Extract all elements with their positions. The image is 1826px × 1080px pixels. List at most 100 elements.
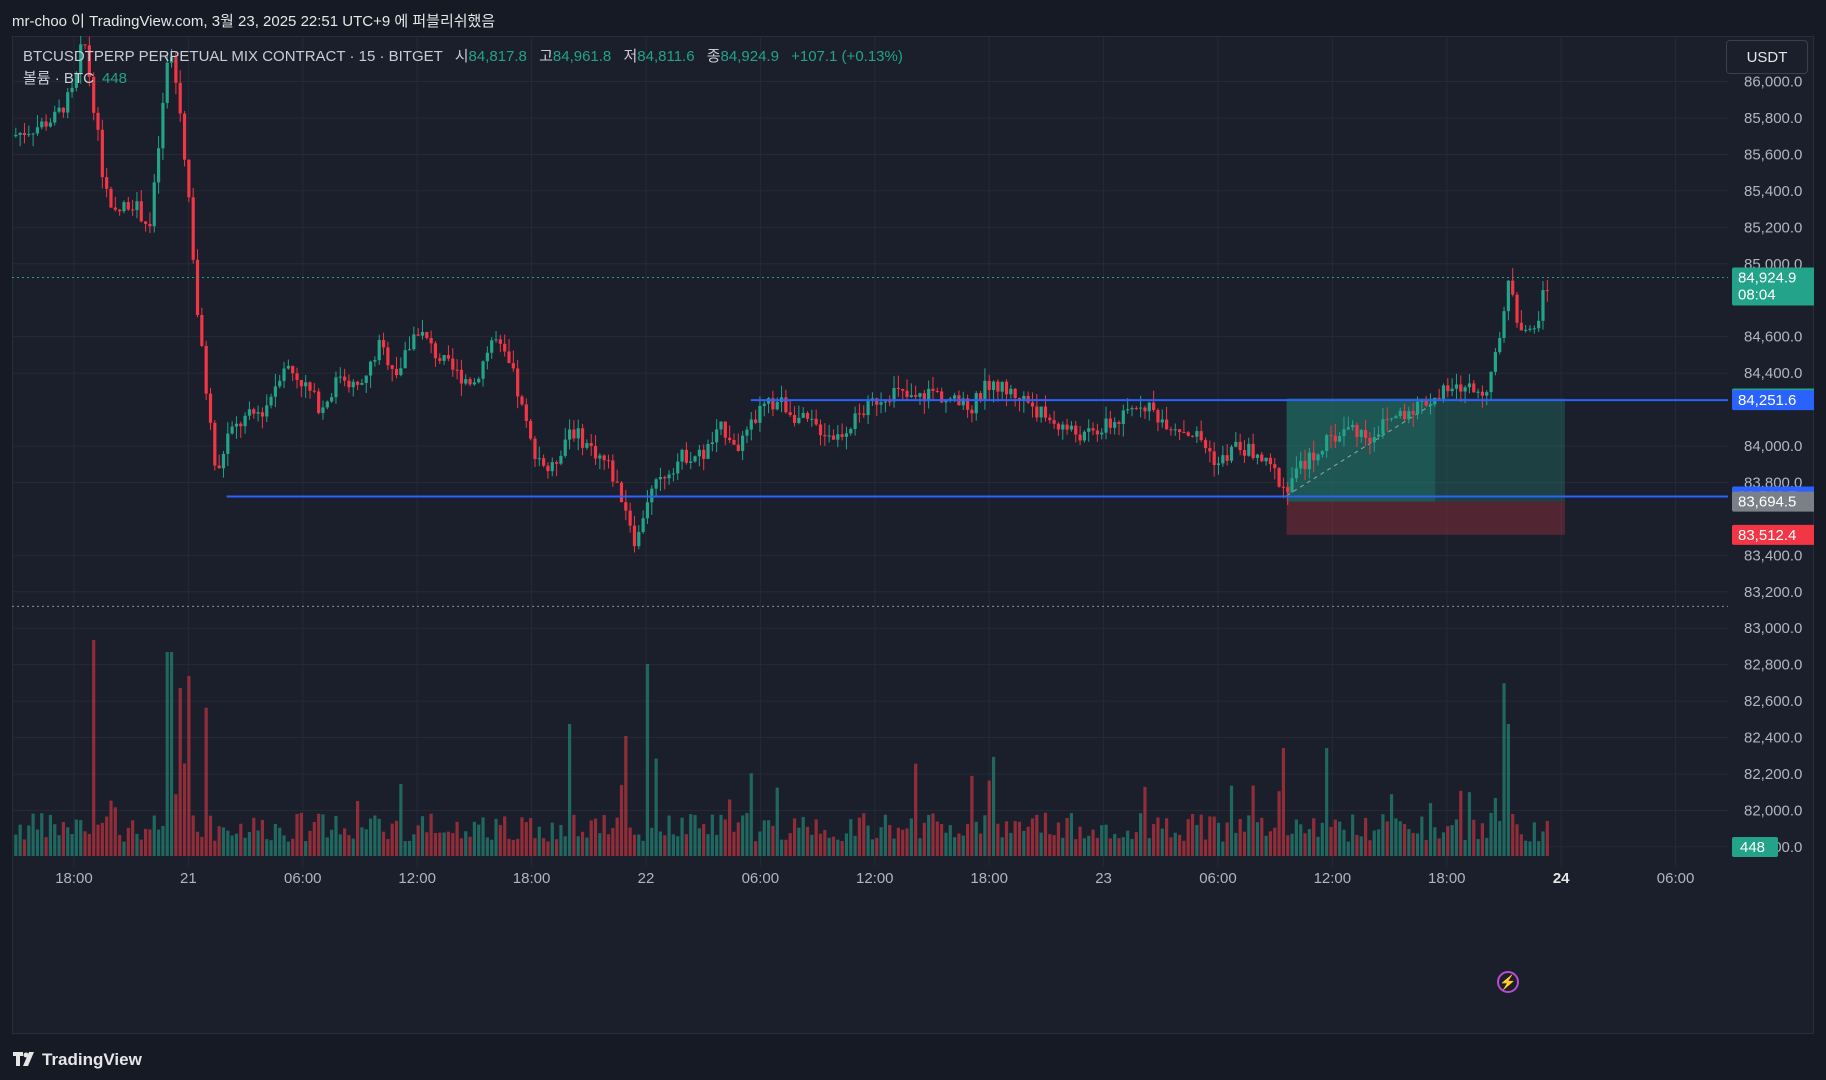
candle-body (1199, 431, 1203, 441)
volume-bar (529, 818, 533, 856)
symbol-label[interactable]: BTCUSDTPERP PERPETUAL MIX CONTRACT · 15 … (23, 48, 443, 65)
volume-bar (70, 833, 74, 856)
volume-bar (35, 829, 40, 856)
ohlc-row: BTCUSDTPERP PERPETUAL MIX CONTRACT · 15 … (23, 46, 903, 68)
candle-body (1407, 411, 1411, 420)
volume-bar (1381, 814, 1385, 856)
volume-bar (784, 839, 788, 856)
candle-body (983, 380, 987, 401)
volume-bar (48, 814, 53, 856)
y-tick-label: 85,400.0 (1744, 183, 1802, 200)
volume-bar (178, 688, 182, 856)
resistance-price-label-bg (1732, 390, 1814, 411)
volume-bar (801, 816, 805, 856)
position-stop-zone[interactable] (1286, 501, 1565, 535)
volume-bar (1506, 724, 1510, 856)
volume-bar (1221, 841, 1225, 856)
candle-body (823, 435, 827, 437)
candle-body (559, 455, 563, 464)
position-target-filled (1286, 398, 1436, 502)
candle-body (1130, 408, 1134, 410)
volume-bar (122, 841, 126, 856)
candle-body (996, 381, 1000, 392)
candle-body (148, 223, 152, 227)
candle-body (243, 415, 247, 427)
volume-bar (762, 820, 766, 856)
x-tick-label: 23 (1095, 870, 1112, 887)
currency-button[interactable]: USDT (1726, 40, 1808, 74)
candle-body (948, 398, 952, 400)
candle-body (1264, 457, 1268, 462)
volume-bar (1108, 838, 1112, 856)
volume-bar (1247, 815, 1251, 856)
candle-body (1216, 463, 1221, 466)
position-target-zone[interactable] (1286, 398, 1565, 502)
candle-body (1532, 328, 1536, 330)
candle-body (18, 133, 22, 135)
candle-body (1195, 431, 1199, 437)
volume-bar (1208, 816, 1212, 856)
volume-bar (589, 820, 593, 856)
candle-body (1164, 419, 1169, 430)
volume-label[interactable]: 볼륨 · BTC (23, 70, 94, 87)
candle-body (144, 221, 148, 224)
candle-body (537, 458, 541, 460)
lightning-icon[interactable]: ⚡ (1497, 971, 1519, 993)
volume-bar (585, 837, 589, 856)
volume-bar (1095, 837, 1099, 856)
candle-body (265, 405, 269, 417)
volume-bar (1173, 832, 1177, 856)
position-path-line (1286, 402, 1436, 497)
candle-body (226, 433, 230, 454)
volume-value: 448 (101, 70, 127, 87)
candle-body (529, 420, 533, 439)
candle-body (1524, 329, 1528, 331)
volume-bar (325, 837, 329, 856)
candle-body (875, 398, 879, 405)
volume-bar (650, 827, 654, 856)
volume-bar (866, 825, 870, 856)
candle-body (122, 202, 126, 212)
volume-bar (1195, 824, 1199, 856)
volume-bar (619, 784, 624, 856)
candle-body (1545, 290, 1549, 292)
y-tick-label: 82,200.0 (1744, 766, 1802, 783)
candle-body (1169, 429, 1173, 431)
candle-body (706, 444, 710, 459)
candle-body (1320, 451, 1324, 455)
candle-body (788, 412, 792, 415)
price-chart[interactable]: 81,800.082,000.082,200.082,400.082,600.0… (12, 36, 1814, 1034)
candle-body (1147, 402, 1151, 412)
volume-bar (343, 828, 347, 856)
volume-bar (31, 813, 35, 856)
volume-bar (1441, 832, 1446, 856)
volume-bar (883, 814, 887, 856)
candle-body (446, 355, 451, 359)
volume-bar (377, 818, 381, 856)
candle-body (658, 476, 663, 480)
volume-bar (407, 840, 412, 856)
y-tick-label: 86,000.0 (1744, 74, 1802, 91)
volume-bar (1039, 832, 1043, 856)
volume-bar (1139, 813, 1143, 856)
volume-bar (44, 837, 48, 856)
volume-bar (1476, 839, 1480, 856)
candle-body (991, 381, 996, 391)
candle-body (252, 409, 256, 414)
candle-body (1342, 429, 1346, 437)
candle-body (684, 449, 688, 463)
x-tick-label: 12:00 (398, 870, 436, 887)
volume-bar (771, 825, 775, 856)
candle-body (273, 386, 277, 397)
volume-bar (732, 831, 736, 856)
candle-body (792, 414, 797, 423)
volume-bar (606, 834, 611, 856)
candle-body (481, 361, 485, 379)
volume-bar (1048, 834, 1052, 856)
volume-bar (165, 652, 169, 856)
volume-bar (1156, 817, 1160, 856)
candle-body (1242, 450, 1247, 456)
volume-bar (260, 819, 265, 856)
volume-bar (1190, 814, 1195, 856)
volume-bar (1203, 839, 1208, 856)
